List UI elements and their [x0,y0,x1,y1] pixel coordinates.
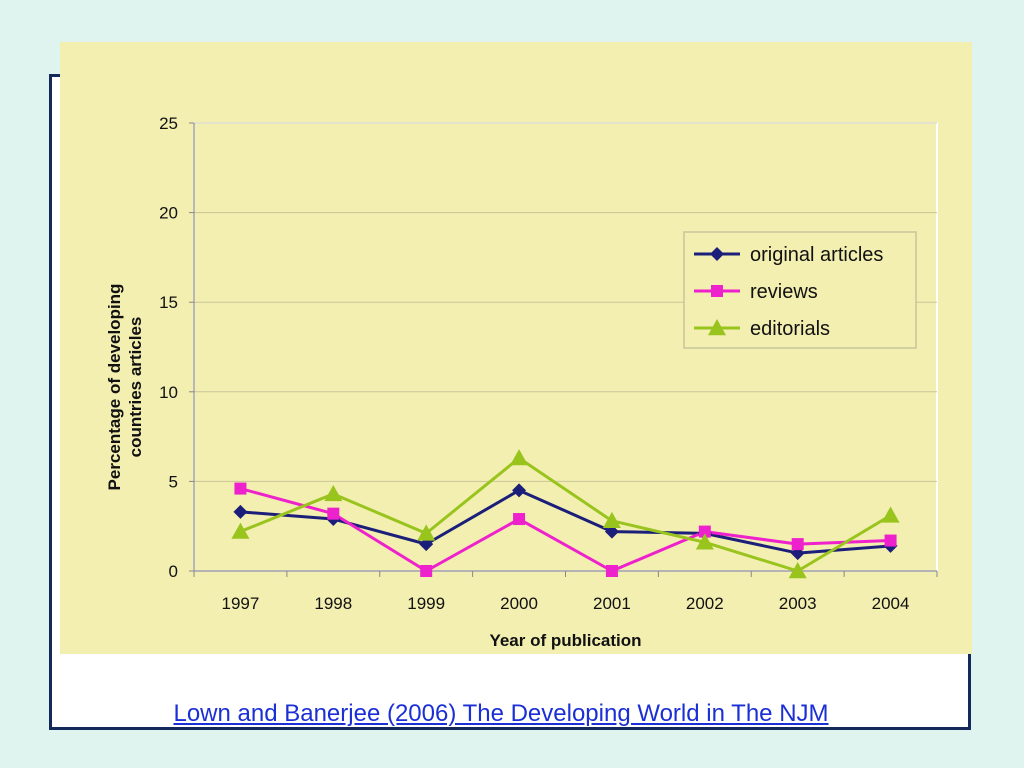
legend-label: original articles [750,244,883,266]
chart-panel: 0 5 10 15 20 25 1997 1998 1999 2000 2001 2002 2003 20… [60,42,972,654]
data-point-1 [420,565,433,577]
line-chart: 0 5 10 15 20 25 1997 1998 1999 2000 2001 2002 2003 20… [105,114,938,650]
x-axis-label: Year of publication [489,631,641,650]
data-point-0 [419,537,434,552]
legend-swatch-marker [708,319,726,336]
data-point-0 [604,524,619,539]
citation-link[interactable]: Lown and Banerjee (2006) The Developing … [173,700,829,727]
x-tick-label: 1997 [222,594,260,613]
x-tick-label: 2002 [686,594,724,613]
series-line-2 [239,456,892,573]
legend-swatch-marker [710,247,724,261]
data-point-1 [791,538,804,551]
legend-label: editorials [750,318,830,340]
y-axis-label-line: countries articles [126,317,145,458]
data-point-2 [510,449,529,466]
data-point-2 [881,506,900,523]
x-tick-label: 2003 [779,594,817,613]
data-point-1 [884,534,897,547]
x-tick-label: 1998 [314,594,352,613]
y-tick-label: 15 [159,293,178,312]
data-point-2 [695,533,714,550]
legend-swatch-marker [711,285,723,297]
x-tick-label: 2000 [500,594,538,613]
y-tick-label: 20 [159,204,178,223]
data-point-1 [513,513,526,526]
data-point-0 [790,546,805,561]
x-tick-label: 2004 [872,594,910,613]
y-tick-label: 5 [169,472,178,491]
data-point-2 [324,484,343,502]
series-line-1 [240,487,891,573]
data-point-1 [605,565,618,577]
data-point-0 [512,483,527,498]
y-axis-label-line: Percentage of developing [105,284,124,491]
data-point-1 [234,482,247,495]
data-point-1 [327,507,340,520]
data-point-2 [602,511,621,529]
data-point-1 [698,525,711,538]
y-tick-label: 25 [159,114,178,133]
data-point-0 [233,504,248,519]
y-tick-label: 0 [169,562,178,581]
data-point-2 [788,562,807,579]
x-tick-label: 1999 [407,594,445,613]
x-tick-label: 2001 [593,594,631,613]
data-point-2 [231,522,250,539]
data-point-2 [417,524,436,541]
y-tick-label: 10 [159,383,178,402]
y-axis-label: Percentage of developing countries articl… [105,284,145,491]
legend-label: reviews [750,281,818,303]
